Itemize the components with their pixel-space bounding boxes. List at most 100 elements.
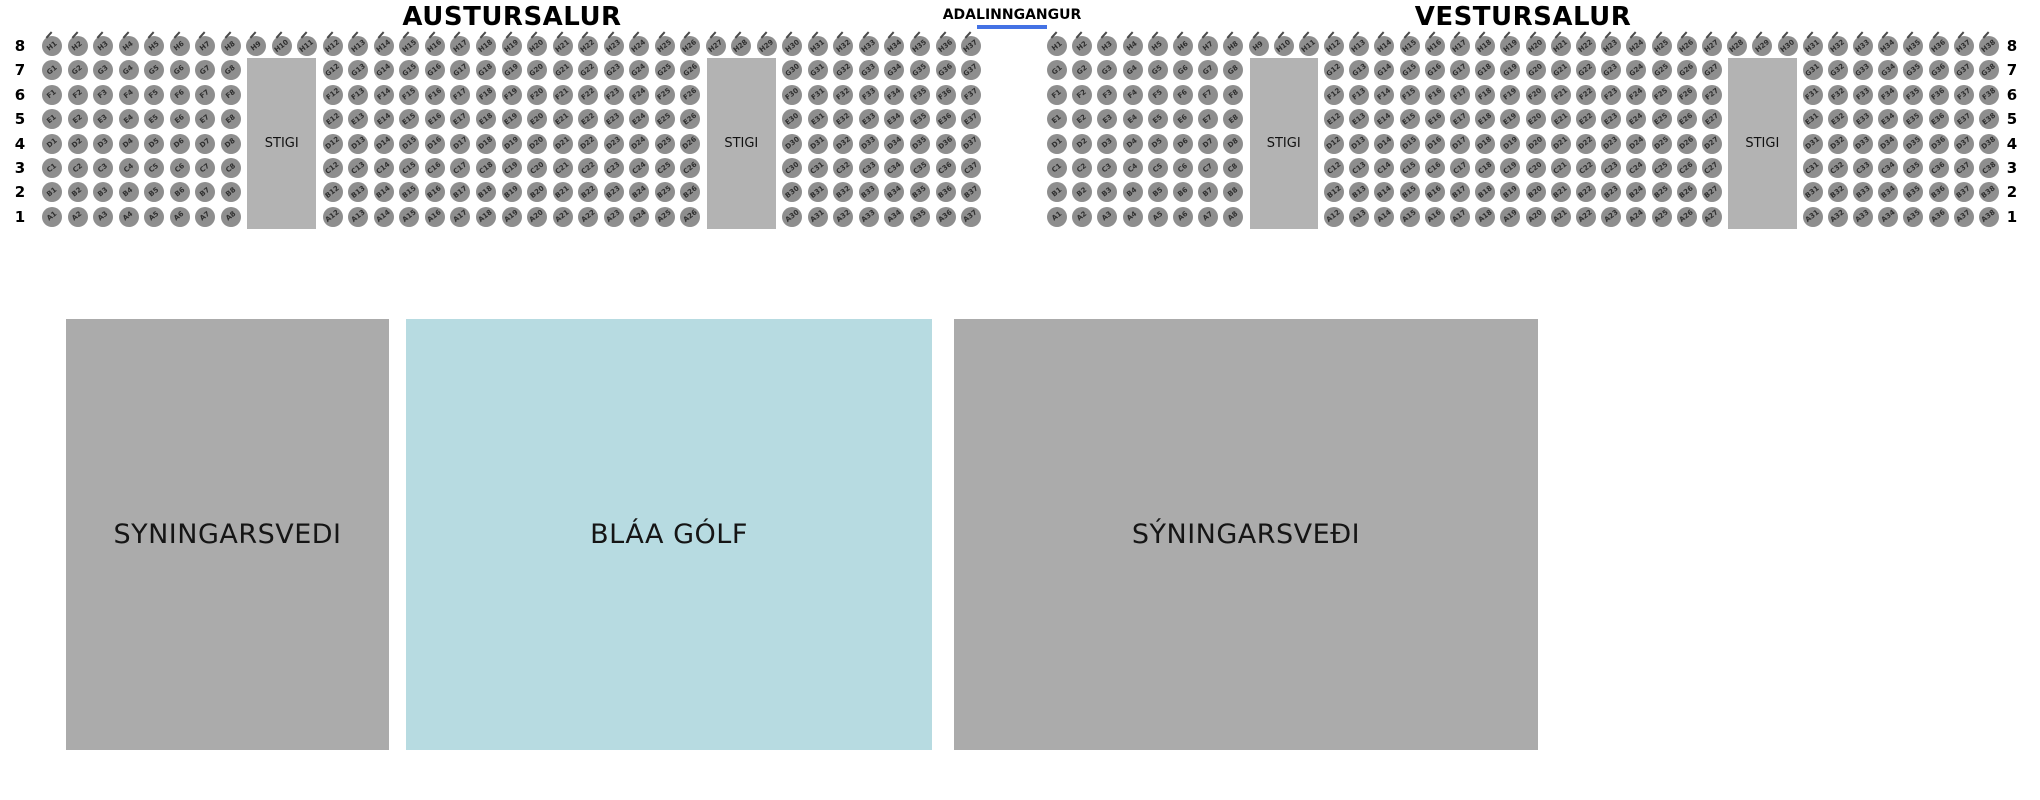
seat[interactable]: F8 <box>220 84 241 105</box>
seat[interactable]: A7 <box>195 206 216 227</box>
seat[interactable]: B34 <box>1878 182 1899 203</box>
seat[interactable]: E35 <box>1903 109 1924 130</box>
seat[interactable]: A37 <box>1953 206 1974 227</box>
seat[interactable]: A34 <box>884 206 905 227</box>
seat[interactable]: H32 <box>1827 36 1848 56</box>
seat[interactable]: D34 <box>1878 133 1899 154</box>
seat[interactable]: F34 <box>884 84 905 105</box>
seat[interactable]: A5 <box>1147 206 1168 227</box>
seat[interactable]: H27 <box>1701 36 1722 56</box>
seat[interactable]: F18 <box>476 84 496 105</box>
seat[interactable]: H15 <box>1399 36 1420 56</box>
seat[interactable]: D14 <box>1374 133 1395 154</box>
seat[interactable]: F23 <box>603 84 624 105</box>
seat[interactable]: H37 <box>961 36 982 56</box>
seat[interactable]: B38 <box>1979 182 2000 203</box>
seat[interactable]: F35 <box>1903 84 1924 105</box>
seat[interactable]: G33 <box>1853 60 1874 81</box>
seat[interactable]: H28 <box>1727 36 1748 56</box>
seat[interactable]: B19 <box>1500 182 1521 203</box>
seat[interactable]: B35 <box>1903 182 1924 203</box>
seat[interactable]: D17 <box>450 133 471 154</box>
seat[interactable]: C17 <box>1450 158 1471 178</box>
seat[interactable]: G22 <box>578 60 599 81</box>
seat[interactable]: H20 <box>1525 36 1546 56</box>
seat[interactable]: D30 <box>782 133 803 154</box>
seat[interactable]: D17 <box>1450 133 1471 154</box>
seat[interactable]: D22 <box>578 133 599 154</box>
seat[interactable]: A8 <box>1223 206 1244 227</box>
seat[interactable]: E6 <box>1172 109 1193 130</box>
seat[interactable]: E23 <box>1601 109 1622 130</box>
seat[interactable]: C19 <box>1500 158 1521 178</box>
seat[interactable]: G13 <box>348 60 369 81</box>
seat[interactable]: E5 <box>1147 109 1168 130</box>
seat[interactable]: D16 <box>1424 133 1445 154</box>
seat[interactable]: H14 <box>1374 36 1395 56</box>
seat[interactable]: A1 <box>42 206 62 227</box>
seat[interactable]: E5 <box>144 109 165 130</box>
seat[interactable]: E21 <box>552 109 573 130</box>
seat[interactable]: H15 <box>399 36 420 56</box>
seat[interactable]: D4 <box>118 133 139 154</box>
seat[interactable]: B15 <box>1399 182 1420 203</box>
seat[interactable]: G30 <box>782 60 803 81</box>
seat[interactable]: F37 <box>961 84 982 105</box>
seat[interactable]: H23 <box>603 36 624 56</box>
seat[interactable]: A1 <box>1047 206 1067 227</box>
seat[interactable]: E23 <box>603 109 624 130</box>
seat[interactable]: F21 <box>552 84 573 105</box>
seat[interactable]: D12 <box>1324 133 1345 154</box>
seat[interactable]: E14 <box>373 109 394 130</box>
seat[interactable]: B23 <box>603 182 624 203</box>
seat[interactable]: D25 <box>1651 133 1672 154</box>
seat[interactable]: F33 <box>1853 84 1874 105</box>
seat[interactable]: G36 <box>935 60 956 81</box>
seat[interactable]: D23 <box>603 133 624 154</box>
seat[interactable]: C33 <box>1853 158 1874 178</box>
seat[interactable]: E36 <box>935 109 956 130</box>
seat[interactable]: C23 <box>1601 158 1622 178</box>
seat[interactable]: E7 <box>195 109 216 130</box>
seat[interactable]: H16 <box>424 36 445 56</box>
seat[interactable]: C25 <box>1651 158 1672 178</box>
seat[interactable]: C17 <box>450 158 471 178</box>
seat[interactable]: B19 <box>501 182 522 203</box>
seat[interactable]: D26 <box>1676 133 1697 154</box>
seat[interactable]: E36 <box>1928 109 1949 130</box>
seat[interactable]: E21 <box>1550 109 1571 130</box>
seat[interactable]: C32 <box>833 158 854 178</box>
seat[interactable]: D27 <box>1701 133 1722 154</box>
seat[interactable]: E15 <box>399 109 420 130</box>
seat[interactable]: B33 <box>858 182 879 203</box>
seat[interactable]: A14 <box>1374 206 1395 227</box>
seat[interactable]: B24 <box>1626 182 1647 203</box>
seat[interactable]: F36 <box>1928 84 1949 105</box>
seat[interactable]: H8 <box>1223 36 1244 56</box>
seat[interactable]: H14 <box>373 36 394 56</box>
seat[interactable]: E19 <box>501 109 522 130</box>
seat[interactable]: C16 <box>1424 158 1445 178</box>
seat[interactable]: G34 <box>1878 60 1899 81</box>
seat[interactable]: G25 <box>1651 60 1672 81</box>
seat[interactable]: F5 <box>144 84 165 105</box>
seat[interactable]: G1 <box>1047 60 1067 81</box>
seat[interactable]: B25 <box>1651 182 1672 203</box>
seat[interactable]: C12 <box>1324 158 1345 178</box>
seat[interactable]: H33 <box>858 36 879 56</box>
seat[interactable]: E37 <box>1953 109 1974 130</box>
seat[interactable]: C37 <box>961 158 982 178</box>
seat[interactable]: B8 <box>220 182 241 203</box>
seat[interactable]: D18 <box>1475 133 1496 154</box>
seat[interactable]: B2 <box>1072 182 1093 203</box>
seat[interactable]: H30 <box>782 36 803 56</box>
seat[interactable]: H22 <box>578 36 599 56</box>
seat[interactable]: G4 <box>118 60 139 81</box>
seat[interactable]: C2 <box>1072 158 1093 178</box>
seat[interactable]: H10 <box>271 36 292 56</box>
seat[interactable]: F24 <box>1626 84 1647 105</box>
seat[interactable]: F1 <box>42 84 62 105</box>
seat[interactable]: B32 <box>833 182 854 203</box>
seat[interactable]: G6 <box>1172 60 1193 81</box>
seat[interactable]: A24 <box>1626 206 1647 227</box>
